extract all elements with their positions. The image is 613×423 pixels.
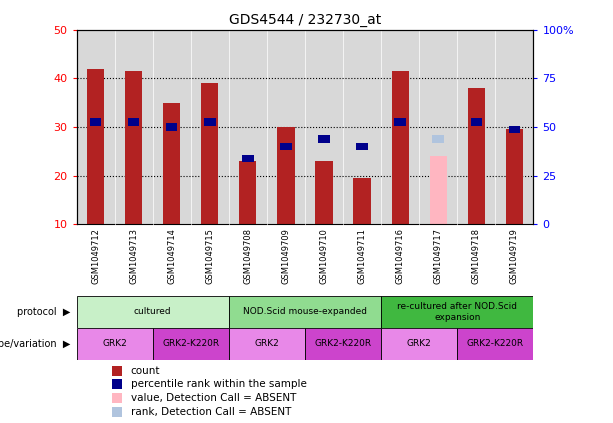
Bar: [204, 118, 216, 126]
Bar: [392, 71, 409, 224]
Text: GRK2: GRK2: [102, 339, 127, 348]
Bar: [112, 366, 122, 376]
Text: GSM1049717: GSM1049717: [433, 228, 443, 284]
Bar: [432, 135, 444, 143]
Text: count: count: [131, 365, 160, 376]
Text: GRK2: GRK2: [407, 339, 432, 348]
Bar: [280, 143, 292, 150]
Bar: [468, 88, 485, 224]
Bar: [242, 155, 254, 162]
Bar: [305, 328, 381, 360]
Text: GSM1049715: GSM1049715: [205, 228, 215, 284]
Text: NOD.Scid mouse-expanded: NOD.Scid mouse-expanded: [243, 308, 367, 316]
Bar: [316, 161, 333, 224]
Bar: [112, 407, 122, 417]
Text: GSM1049713: GSM1049713: [129, 228, 138, 284]
Text: GSM1049718: GSM1049718: [472, 228, 481, 284]
Bar: [166, 123, 178, 131]
Bar: [229, 328, 305, 360]
Bar: [277, 127, 294, 224]
Bar: [153, 328, 229, 360]
Bar: [90, 118, 101, 126]
Text: GSM1049714: GSM1049714: [167, 228, 177, 284]
Text: GSM1049711: GSM1049711: [357, 228, 367, 284]
Text: GSM1049719: GSM1049719: [510, 228, 519, 284]
Bar: [128, 118, 139, 126]
Bar: [381, 296, 533, 328]
Text: percentile rank within the sample: percentile rank within the sample: [131, 379, 306, 390]
Bar: [112, 393, 122, 403]
Bar: [394, 118, 406, 126]
Text: re-cultured after NOD.Scid
expansion: re-cultured after NOD.Scid expansion: [397, 302, 517, 321]
Text: cultured: cultured: [134, 308, 172, 316]
Bar: [163, 102, 180, 224]
Text: GRK2-K220R: GRK2-K220R: [162, 339, 219, 348]
Text: value, Detection Call = ABSENT: value, Detection Call = ABSENT: [131, 393, 296, 403]
Text: protocol  ▶: protocol ▶: [17, 307, 70, 317]
Bar: [509, 126, 520, 133]
Text: GSM1049712: GSM1049712: [91, 228, 100, 284]
Bar: [356, 143, 368, 150]
Bar: [87, 69, 104, 224]
Text: GRK2-K220R: GRK2-K220R: [314, 339, 371, 348]
Bar: [77, 296, 229, 328]
Bar: [471, 118, 482, 126]
Text: GRK2-K220R: GRK2-K220R: [466, 339, 524, 348]
Bar: [430, 156, 447, 224]
Bar: [381, 328, 457, 360]
Bar: [201, 83, 218, 224]
Text: GSM1049708: GSM1049708: [243, 228, 253, 284]
Text: GSM1049710: GSM1049710: [319, 228, 329, 284]
Bar: [77, 328, 153, 360]
Bar: [457, 328, 533, 360]
Text: genotype/variation  ▶: genotype/variation ▶: [0, 339, 70, 349]
Text: GRK2: GRK2: [254, 339, 280, 348]
Text: rank, Detection Call = ABSENT: rank, Detection Call = ABSENT: [131, 407, 291, 417]
Text: GSM1049709: GSM1049709: [281, 228, 291, 284]
Bar: [229, 296, 381, 328]
Bar: [354, 178, 371, 224]
Bar: [506, 129, 523, 224]
Bar: [125, 71, 142, 224]
Bar: [318, 135, 330, 143]
Text: GSM1049716: GSM1049716: [395, 228, 405, 284]
Title: GDS4544 / 232730_at: GDS4544 / 232730_at: [229, 13, 381, 27]
Bar: [239, 161, 256, 224]
Bar: [112, 379, 122, 389]
